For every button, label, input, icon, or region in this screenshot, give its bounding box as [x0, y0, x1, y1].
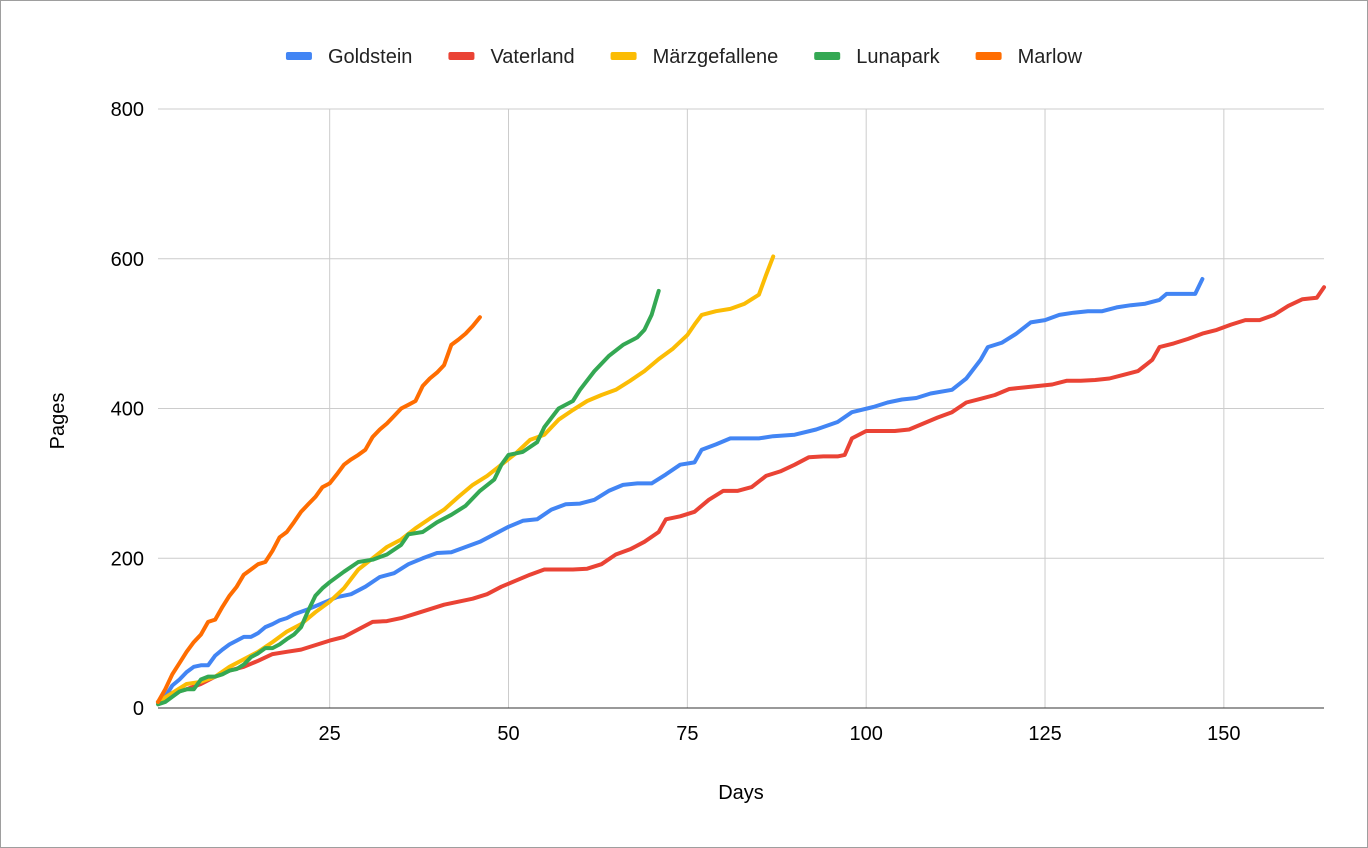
legend-item: Vaterland [448, 46, 575, 68]
legend-item: Goldstein [285, 46, 413, 68]
series-line-vaterland [156, 285, 1326, 704]
legend-label: Märzgefallene [653, 46, 779, 68]
legend-swatch [285, 52, 312, 60]
legend-label: Vaterland [490, 46, 574, 68]
y-tick-label: 200 [111, 548, 144, 570]
x-tick-label: 75 [676, 723, 698, 745]
y-tick-label: 400 [111, 399, 144, 421]
x-tick-label: 50 [497, 723, 519, 745]
y-tick-label: 0 [133, 698, 144, 720]
legend-swatch [448, 52, 475, 60]
legend-item: Lunapark [814, 46, 941, 68]
y-axis-title: Pages [47, 393, 69, 450]
series-line-goldstein [156, 277, 1205, 704]
legend-swatch [814, 52, 841, 60]
legend: Goldstein Vaterland Märzgefallene Lunapark M… [285, 46, 1083, 68]
legend-swatch [610, 52, 637, 60]
x-tick-label: 25 [319, 723, 341, 745]
axis-ticks: 0 200 400 600 800 25 50 75 100 125 150 [111, 99, 1241, 745]
legend-swatch [975, 52, 1002, 60]
x-axis-title: Days [718, 782, 764, 804]
series-line-lunapark [156, 288, 661, 707]
legend-item: Märzgefallene [610, 46, 779, 68]
legend-label: Marlow [1018, 46, 1083, 68]
y-tick-label: 600 [111, 249, 144, 271]
x-tick-label: 100 [849, 723, 882, 745]
x-tick-label: 150 [1207, 723, 1240, 745]
legend-item: Marlow [975, 46, 1083, 68]
legend-label: Lunapark [856, 46, 940, 68]
series-lines [156, 254, 1326, 707]
series-line-marlow [156, 315, 482, 704]
gridlines [158, 108, 1324, 709]
legend-label: Goldstein [328, 46, 413, 68]
x-tick-label: 125 [1028, 723, 1061, 745]
y-tick-label: 800 [111, 99, 144, 121]
